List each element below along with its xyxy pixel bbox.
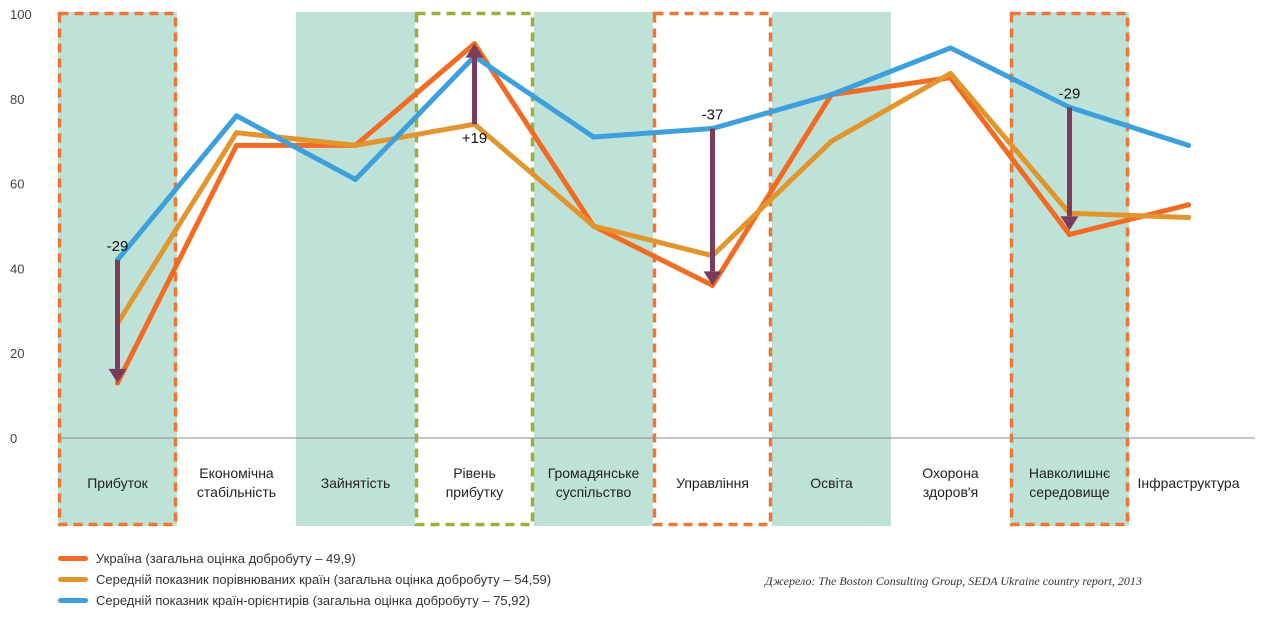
difference-label: -29 [107,238,129,255]
legend-label-peers: Середній показник порівнюваних країн (за… [96,572,552,587]
data-point [1185,214,1192,221]
category-label-line: Прибуток [87,475,148,491]
data-point [352,142,359,149]
category-label-line: Управління [676,475,749,491]
legend-label-benchmarks: Середній показник країн-орієнтирів (зага… [96,593,531,608]
arrow-head-2 [703,271,722,286]
difference-label: +19 [462,130,487,147]
category-label-line: здоров'я [923,484,978,500]
legend-label-ukraine: Україна (загальна оцінка добробуту – 49,… [96,551,356,566]
category-label: Навколишнє середовище [1029,465,1110,500]
category-label-line: Зайнятість [321,475,391,491]
y-tick-label: 100 [10,7,32,22]
category-label: Освіта [810,475,853,491]
category-label: Прибуток [87,475,148,491]
category-shade-2 [296,12,415,526]
category-label-line: Громадянське [548,465,640,481]
data-point [233,113,240,119]
data-point [947,45,954,51]
difference-label: -37 [702,106,724,123]
category-label-line: Економічна [199,465,274,481]
category-label: Управління [676,475,749,491]
source-note: Джерело: The Boston Consulting Group, SE… [765,574,1142,588]
series-lines [114,41,1192,386]
legend-entry-ukraine: Україна (загальна оцінка добробуту – 49,… [58,548,551,569]
data-point [1185,142,1192,149]
data-point [947,70,954,76]
category-label: Інфраструктура [1137,475,1239,491]
highlight-box-8 [1009,11,1130,527]
y-tick-label: 0 [10,431,17,446]
data-point [233,130,240,136]
highlight-box-0 [57,11,178,527]
category-label: Зайнятість [321,475,391,491]
category-label-line: Інфраструктура [1137,475,1239,491]
data-point [352,176,359,182]
category-backgrounds [57,11,1130,527]
category-shade-8 [1010,12,1129,526]
labels: -29 +19 -37 -29 Прибуток Економічна стабільніс… [87,85,1239,500]
series-line-2 [115,45,1191,263]
legend: Україна (загальна оцінка добробуту – 49,… [58,548,551,611]
category-label: Громадянське суспільство [548,465,640,500]
legend-swatch-ukraine [58,556,88,561]
data-point [1185,202,1192,208]
highlight-box-3 [414,11,535,527]
arrow-head-0 [108,368,127,383]
category-label-line: середовище [1029,484,1110,500]
data-point [1066,231,1073,238]
data-point [233,142,240,149]
arrow-head-3 [1060,216,1079,231]
category-label-line: суспільство [556,484,632,500]
data-point [590,223,597,229]
category-label: Охорона здоров'я [922,465,979,500]
data-point [828,138,835,144]
y-tick-label: 20 [10,346,24,361]
category-label: Економічна стабільність [197,465,276,500]
y-tick-label: 80 [10,92,24,107]
y-tick-label: 40 [10,261,24,276]
category-label-line: стабільність [197,484,276,500]
y-tick-label: 60 [10,177,24,192]
data-point [590,134,597,140]
category-label: Рівень прибутку [446,465,504,500]
series-line-1 [115,70,1191,326]
category-label-line: прибутку [446,484,504,500]
arrow-head-1 [465,43,484,58]
legend-entry-benchmarks: Середній показник країн-орієнтирів (зага… [58,590,551,611]
legend-swatch-benchmarks [58,598,88,603]
category-label-line: Навколишнє [1029,465,1110,481]
category-shade-4 [534,12,653,526]
legend-swatch-peers [58,577,88,582]
chart: 0 20 40 60 80 100 -29 +19 -37 -29 Прибуток Економі… [10,7,1255,527]
difference-arrows [108,43,1079,383]
data-point [828,91,835,98]
category-label-line: Освіта [810,475,853,491]
highlight-box-5 [652,11,773,527]
axes: 0 20 40 60 80 100 [10,7,1255,446]
category-label-line: Рівень [453,465,496,481]
legend-entry-peers: Середній показник порівнюваних країн (за… [58,569,551,590]
category-label-line: Охорона [922,465,979,481]
difference-label: -29 [1059,85,1081,102]
